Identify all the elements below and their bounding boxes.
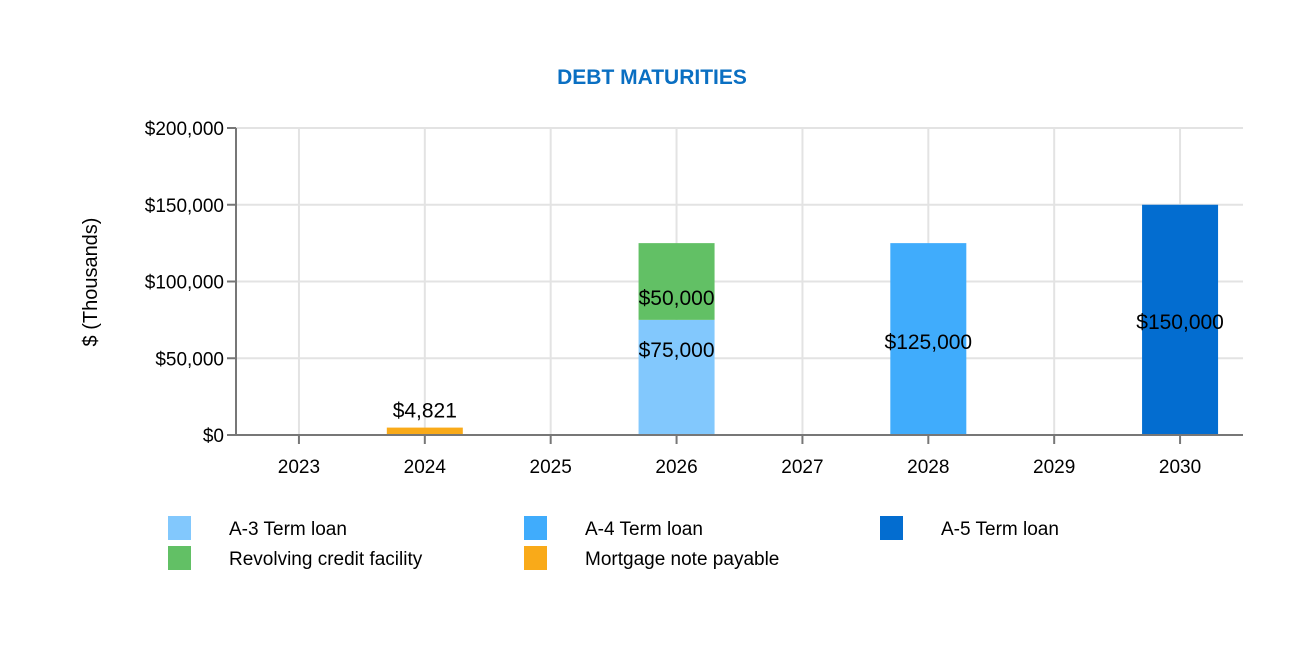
legend-swatch [880, 516, 903, 540]
bar-a-4-term-loan-2028 [890, 243, 967, 435]
x-tick-label: 2025 [530, 457, 572, 478]
x-tick-label: 2030 [1159, 457, 1201, 478]
legend: A-3 Term loan A-4 Term loan A-5 Term loan R… [168, 516, 1059, 570]
x-tick-label: 2024 [404, 457, 447, 478]
legend-label: Revolving credit facility [229, 549, 423, 570]
legend-label: A-3 Term loan [229, 519, 347, 540]
legend-label: Mortgage note payable [585, 549, 779, 570]
y-tick-label: $200,000 [145, 119, 224, 140]
chart-title: DEBT MATURITIES [557, 66, 747, 89]
y-tick-label: $50,000 [155, 349, 224, 370]
bars [386, 204, 1219, 435]
axes: $0 $50,000 $100,000 $150,000 $200,000 2023 202… [145, 119, 1243, 478]
x-tick-label: 2023 [278, 457, 320, 478]
legend-swatch [168, 546, 191, 570]
legend-label: A-5 Term loan [941, 519, 1059, 540]
data-label: $50,000 [639, 287, 715, 310]
bar-mortgage-note-payable-2024 [386, 427, 463, 435]
legend-swatch [168, 516, 191, 540]
x-tick-label: 2027 [781, 457, 823, 478]
data-label: $125,000 [885, 331, 973, 354]
bar-a-3-term-loan-2026 [638, 319, 715, 435]
gridlines [236, 127, 1243, 435]
legend-swatch [524, 516, 547, 540]
legend-label: A-4 Term loan [585, 519, 703, 540]
x-tick-label: 2026 [655, 457, 697, 478]
data-label: $75,000 [639, 339, 715, 362]
y-tick-label: $0 [203, 426, 224, 447]
data-labels: $75,000 $50,000 $125,000 $4,821 $150,000 [393, 287, 1224, 422]
x-tick-label: 2029 [1033, 457, 1075, 478]
bar-revolving-credit-facility-2026 [638, 243, 715, 320]
legend-swatch [524, 546, 547, 570]
y-axis-label: $ (Thousands) [80, 218, 102, 347]
data-label: $150,000 [1136, 311, 1224, 334]
y-tick-label: $150,000 [145, 196, 224, 217]
bar-a-5-term-loan-2030 [1142, 204, 1219, 435]
x-tick-label: 2028 [907, 457, 949, 478]
y-tick-label: $100,000 [145, 273, 224, 294]
data-label: $4,821 [393, 400, 457, 423]
